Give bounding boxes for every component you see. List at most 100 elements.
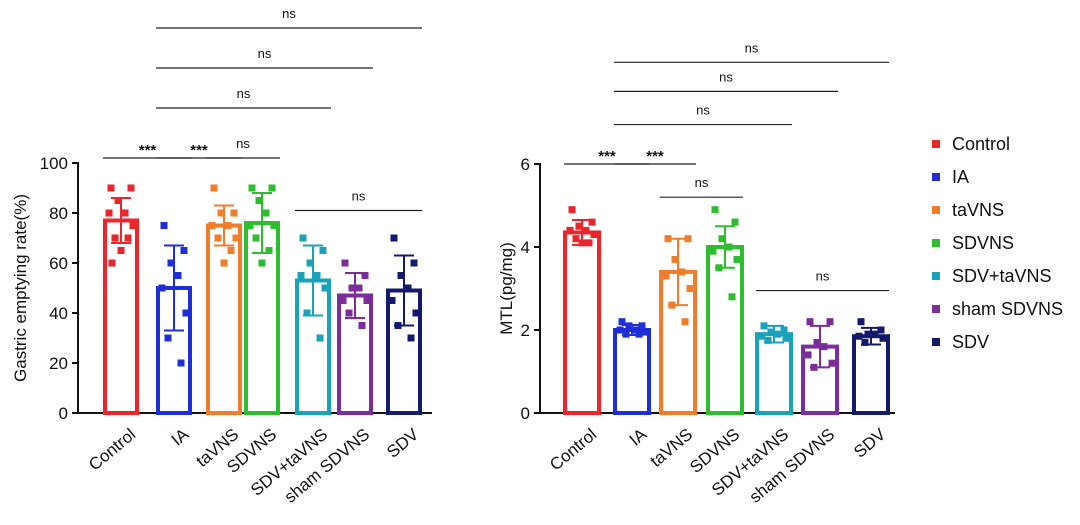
point-tavns xyxy=(214,234,222,242)
point-sham-sdvns xyxy=(358,322,366,329)
point-sdvns xyxy=(728,293,736,301)
point-sham-sdvns xyxy=(355,284,363,292)
y-tick-label: 80 xyxy=(49,204,68,223)
point-control xyxy=(568,206,576,214)
point-tavns xyxy=(220,259,228,267)
point-sdv xyxy=(412,309,420,317)
point-sdv-tavns xyxy=(319,247,327,254)
point-tavns xyxy=(230,209,238,217)
legend: Control IA taVNS SDVNS SDV+taVNS sham SDVNS SD… xyxy=(932,134,1063,352)
significance-label: *** xyxy=(190,142,208,159)
legend-label-sdv-tavns: SDV+taVNS xyxy=(952,266,1052,286)
y-tick-label: 6 xyxy=(521,155,530,174)
point-sham-sdvns xyxy=(339,297,347,304)
y-axis-title: Gastric emptying rate(%) xyxy=(11,194,30,382)
significance-label: ns xyxy=(719,69,733,84)
point-control xyxy=(575,222,583,230)
point-control xyxy=(588,218,596,226)
point-control xyxy=(117,247,125,254)
significance-label: ns xyxy=(258,46,272,61)
significance-label: *** xyxy=(139,142,157,159)
y-tick-label: 60 xyxy=(49,254,68,273)
point-ia xyxy=(167,259,175,267)
gastric-emptying-chart: 0 20 40 60 80 100 Gastric emptying rate(%) Cont… xyxy=(11,6,432,507)
point-sham-sdvns xyxy=(363,297,371,304)
point-sdvns xyxy=(252,234,260,242)
point-sdv xyxy=(855,332,863,340)
legend-swatch-control xyxy=(932,140,940,148)
point-sdvns xyxy=(246,222,254,229)
point-ia xyxy=(182,309,190,317)
y-axis-title: MTL(pg/mg) xyxy=(497,242,516,335)
point-sham-sdvns xyxy=(804,351,812,359)
point-sham-sdvns xyxy=(806,318,814,326)
legend-swatch-sham-sdvns xyxy=(932,305,940,313)
point-sham-sdvns xyxy=(826,318,834,326)
point-tavns xyxy=(664,235,672,243)
y-tick-label: 2 xyxy=(521,321,530,340)
legend-label-sham-sdvns: sham SDVNS xyxy=(952,299,1063,319)
point-sdvns xyxy=(733,255,741,263)
point-sdv-tavns xyxy=(306,259,314,267)
significance-label: ns xyxy=(745,40,759,55)
point-sdvns xyxy=(731,218,739,226)
point-control xyxy=(582,226,590,234)
point-ia xyxy=(174,272,182,279)
point-sham-sdvns xyxy=(345,309,353,317)
point-sdv xyxy=(877,326,885,334)
point-ia xyxy=(180,247,188,254)
point-sdv-tavns xyxy=(774,330,782,338)
point-sdvns xyxy=(715,264,723,272)
bar-sdv-tavns xyxy=(755,332,793,415)
point-sdvns xyxy=(718,235,726,243)
legend-swatch-tavns xyxy=(932,206,940,214)
y-tick-label: 40 xyxy=(49,304,68,323)
point-sdvns xyxy=(265,247,273,254)
point-control xyxy=(129,222,137,229)
point-sdvns xyxy=(709,247,717,255)
point-ia xyxy=(177,359,185,367)
point-sdv-tavns xyxy=(760,322,768,330)
y-tick-label: 4 xyxy=(521,238,530,257)
point-tavns xyxy=(227,247,235,254)
point-sham-sdvns xyxy=(813,338,821,346)
point-sham-sdvns xyxy=(361,272,369,279)
point-sdv-tavns xyxy=(782,334,790,342)
point-ia xyxy=(638,322,646,330)
significance-label: ns xyxy=(352,189,366,204)
point-sdvns xyxy=(248,184,256,192)
point-tavns xyxy=(662,272,670,280)
point-tavns xyxy=(208,222,216,229)
point-ia xyxy=(160,222,168,229)
point-sdv-tavns xyxy=(321,284,329,292)
y-tick-label: 0 xyxy=(59,404,68,423)
significance-label: ns xyxy=(696,103,710,118)
point-sdv-tavns xyxy=(767,328,775,336)
legend-label-sdv: SDV xyxy=(952,332,989,352)
point-sdv xyxy=(879,334,887,342)
category-label-ia: IA xyxy=(168,424,193,449)
point-sdv-tavns xyxy=(297,272,305,279)
point-control xyxy=(578,239,586,247)
legend-label-tavns: taVNS xyxy=(952,200,1004,220)
significance-label: *** xyxy=(598,148,616,165)
bar-sdv xyxy=(852,334,890,416)
y-tick-label: 20 xyxy=(49,354,68,373)
category-label-ia: IA xyxy=(626,424,651,449)
point-sdv xyxy=(397,272,405,279)
point-sdv xyxy=(404,284,412,292)
point-tavns xyxy=(686,285,694,292)
point-sdv-tavns xyxy=(313,272,321,279)
point-control xyxy=(105,209,113,217)
point-sdvns xyxy=(711,206,719,214)
point-control xyxy=(572,235,580,243)
category-label-control: Control xyxy=(546,425,600,475)
legend-label-ia: IA xyxy=(952,167,969,187)
point-sdv-tavns xyxy=(780,326,788,334)
point-sdv-tavns xyxy=(758,332,766,340)
point-sdv xyxy=(857,318,865,326)
point-sdv-tavns xyxy=(764,336,772,344)
y-tick-label: 100 xyxy=(40,154,68,173)
point-control xyxy=(590,231,598,239)
